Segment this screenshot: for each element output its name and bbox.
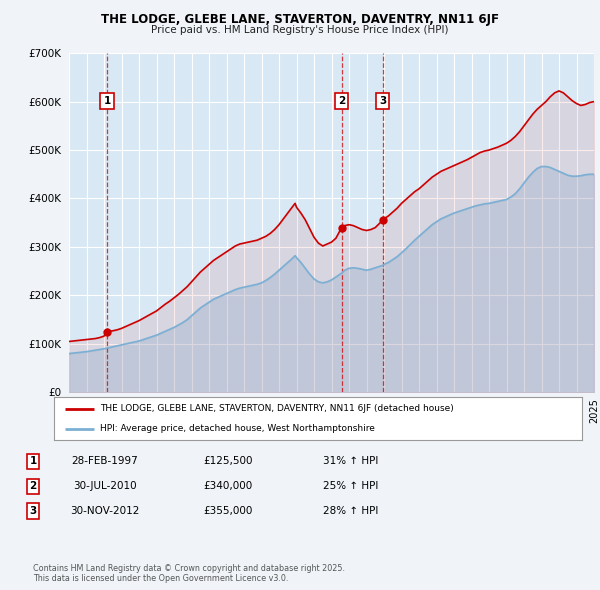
Text: Price paid vs. HM Land Registry's House Price Index (HPI): Price paid vs. HM Land Registry's House … xyxy=(151,25,449,35)
Text: £340,000: £340,000 xyxy=(203,481,253,491)
Text: HPI: Average price, detached house, West Northamptonshire: HPI: Average price, detached house, West… xyxy=(100,424,376,434)
Text: 30-JUL-2010: 30-JUL-2010 xyxy=(73,481,137,491)
Text: £125,500: £125,500 xyxy=(203,457,253,466)
Text: 3: 3 xyxy=(29,506,37,516)
Text: 25% ↑ HPI: 25% ↑ HPI xyxy=(323,481,379,491)
Text: 1: 1 xyxy=(103,96,110,106)
Text: 3: 3 xyxy=(379,96,386,106)
Text: THE LODGE, GLEBE LANE, STAVERTON, DAVENTRY, NN11 6JF: THE LODGE, GLEBE LANE, STAVERTON, DAVENT… xyxy=(101,13,499,26)
Text: £355,000: £355,000 xyxy=(203,506,253,516)
Text: 28-FEB-1997: 28-FEB-1997 xyxy=(71,457,139,466)
Text: THE LODGE, GLEBE LANE, STAVERTON, DAVENTRY, NN11 6JF (detached house): THE LODGE, GLEBE LANE, STAVERTON, DAVENT… xyxy=(100,405,454,414)
Text: 2: 2 xyxy=(29,481,37,491)
Text: 28% ↑ HPI: 28% ↑ HPI xyxy=(323,506,379,516)
Text: Contains HM Land Registry data © Crown copyright and database right 2025.
This d: Contains HM Land Registry data © Crown c… xyxy=(33,563,345,583)
Text: 2: 2 xyxy=(338,96,345,106)
Text: 31% ↑ HPI: 31% ↑ HPI xyxy=(323,457,379,466)
Text: 1: 1 xyxy=(29,457,37,466)
Text: 30-NOV-2012: 30-NOV-2012 xyxy=(70,506,140,516)
